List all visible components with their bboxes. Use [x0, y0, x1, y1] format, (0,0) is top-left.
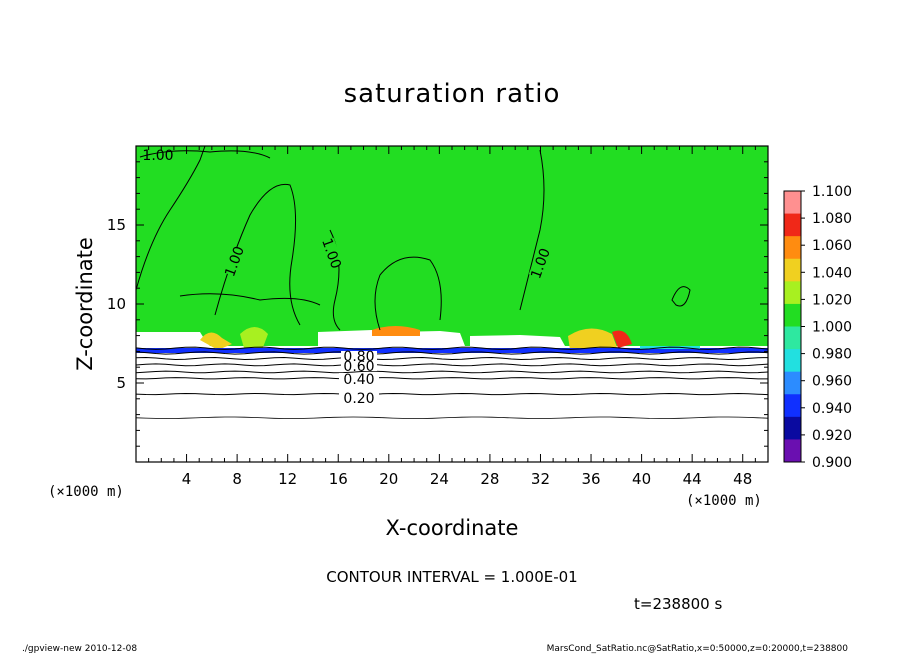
- unsaturated-region: [136, 346, 768, 462]
- x-tick-label: 32: [531, 470, 550, 488]
- y-tick-label: 5: [116, 374, 126, 392]
- colorbar-label: 1.100: [812, 184, 852, 200]
- contour-label: 1.00: [142, 148, 173, 164]
- colorbar-swatch: [784, 213, 801, 237]
- contour-1-00-g: [139, 150, 271, 159]
- footer-right: MarsCond_SatRatio.nc@SatRatio,x=0:50000,…: [547, 644, 849, 654]
- x-tick-label: 20: [379, 470, 398, 488]
- colorbar-label: 0.940: [812, 401, 852, 417]
- contour-1-00-e: [519, 149, 545, 311]
- colorbar-label: 0.900: [812, 455, 852, 471]
- x-unit-right: (×1000 m): [686, 493, 762, 509]
- y-tick-label: 15: [107, 216, 126, 234]
- supersat-patch-4: [568, 328, 618, 350]
- colorbar-swatch: [784, 439, 801, 463]
- contour-line: [136, 356, 768, 361]
- contour-label: 0.20: [343, 391, 374, 407]
- colorbar-swatch: [784, 281, 801, 305]
- colorbar-swatch: [784, 236, 801, 260]
- contour-line: [136, 416, 768, 420]
- contour-line: [136, 370, 768, 374]
- colorbar-label: 1.020: [812, 292, 852, 308]
- x-unit-left: (×1000 m): [48, 484, 124, 500]
- lower-contours: [136, 346, 768, 420]
- supersat-patch-5: [612, 330, 632, 348]
- colorbar-swatch: [784, 394, 801, 418]
- x-tick-label: 16: [329, 470, 348, 488]
- x-tick-label: 36: [581, 470, 600, 488]
- x-tick-label: 28: [480, 470, 499, 488]
- plot-area: [136, 146, 768, 462]
- colorbar-swatch: [784, 191, 801, 215]
- contour-line: [136, 351, 768, 355]
- x-tick-label: 24: [430, 470, 449, 488]
- colorbar-label: 0.920: [812, 428, 852, 444]
- time-label: t=238800 s: [634, 595, 722, 613]
- y-tick-label: 10: [107, 295, 126, 313]
- cloud-gap-2: [318, 330, 465, 346]
- x-axis-label: X-coordinate: [386, 516, 519, 540]
- colorbar-swatch: [784, 326, 801, 350]
- contour-label: 0.60: [343, 359, 374, 375]
- colorbar-swatch: [784, 416, 801, 440]
- contour-line: [136, 346, 768, 350]
- colorbar: 1.100 1.080 1.060 1.040 1.020 1.000 0.980 0.960…: [783, 184, 852, 471]
- contour-interval: CONTOUR INTERVAL = 1.000E-01: [326, 568, 577, 586]
- colorbar-label: 0.980: [812, 347, 852, 363]
- colorbar-label: 1.040: [812, 265, 852, 281]
- colorbar-label: 1.000: [812, 320, 852, 336]
- x-tick-label: 12: [278, 470, 297, 488]
- contour-line: [136, 377, 768, 380]
- x-tick-label: 44: [683, 470, 702, 488]
- footer-left: ./gpview-new 2010-12-08: [22, 644, 137, 654]
- x-tick-label: 4: [182, 470, 192, 488]
- contour-1-00-d: [374, 256, 442, 331]
- x-tick-label: 40: [632, 470, 651, 488]
- colorbar-label: 1.080: [812, 211, 852, 227]
- contour-1-00-f: [671, 286, 691, 307]
- x-tick-label: 48: [733, 470, 752, 488]
- cloud-gap-3: [470, 335, 565, 346]
- supersat-patch-2: [240, 327, 268, 350]
- colorbar-swatch: [784, 303, 801, 327]
- colorbar-swatch: [784, 371, 801, 395]
- x-ticks: 4 8 12 16 20 24 28 32 36 40 44 48: [148, 146, 756, 488]
- colorbar-label: 1.060: [812, 238, 852, 254]
- y-axis-label: Z-coordinate: [73, 237, 97, 371]
- chart-title: saturation ratio: [344, 79, 561, 109]
- colorbar-swatch: [784, 258, 801, 282]
- colorbar-swatch: [784, 349, 801, 373]
- supersat-patch-1: [200, 332, 232, 350]
- y-ticks: 5 10 15: [107, 161, 768, 447]
- contour-line: [136, 392, 768, 396]
- x-tick-label: 8: [232, 470, 242, 488]
- contour-label: 0.40: [343, 372, 374, 388]
- contour-line: [136, 363, 768, 367]
- subsat-layer: [136, 348, 768, 353]
- contour-1-00-h: [179, 293, 321, 306]
- colorbar-label: 0.960: [812, 374, 852, 390]
- cloud-gap-1: [136, 332, 210, 346]
- saturated-region: [136, 146, 768, 346]
- supersat-patch-3: [372, 326, 420, 336]
- contour-1-00-a: [136, 146, 206, 291]
